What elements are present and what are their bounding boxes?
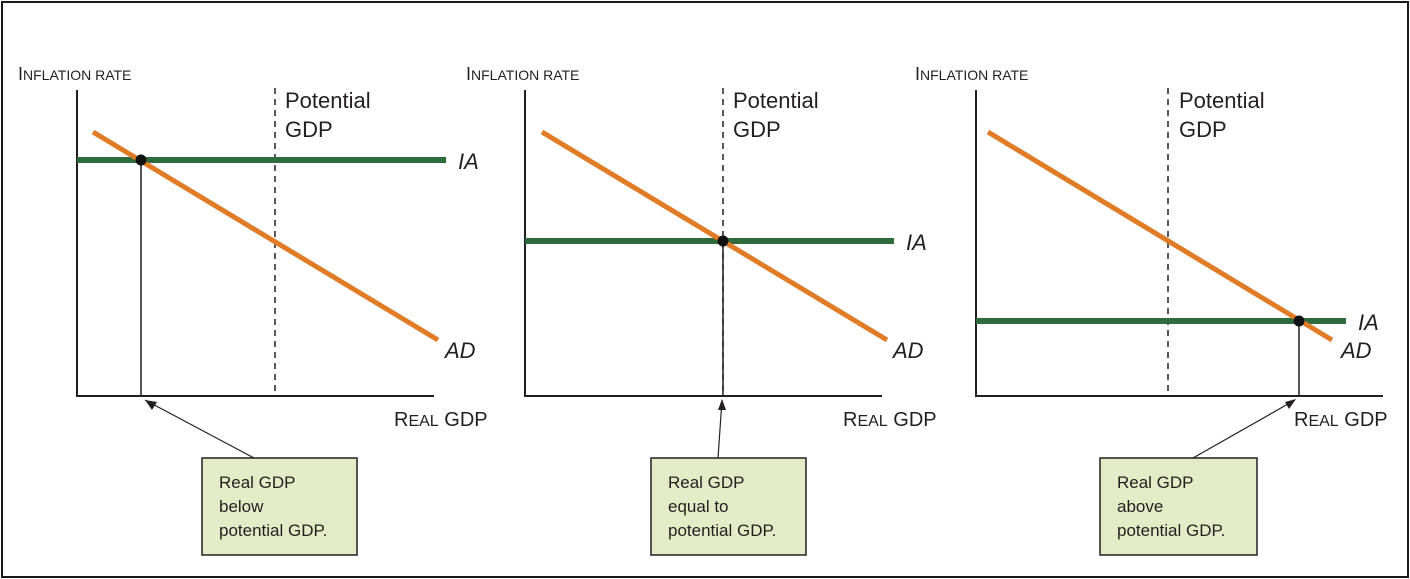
panel-1-callout-box [201,457,358,556]
panel-1-equilibrium-point [135,154,147,166]
panel-3-callout-line-1: Real GDP [1117,473,1194,492]
panel-1-callout-pointer [144,399,255,459]
panel-3-ad-label: AD [1339,338,1372,363]
panel-2-potential-label-1: Potential [733,88,819,113]
panel-3-potential-label-2: GDP [1179,117,1227,142]
panel-2-ad-label: AD [891,338,924,363]
panel-3-y-axis-label: INFLATION RATE [915,64,1028,84]
panel-2-y-axis-label: INFLATION RATE [466,64,579,84]
panel-2-callout-line-1: Real GDP [668,473,745,492]
panel-3-callout-box [1099,457,1258,556]
panel-3-pointer-arrowhead [1285,399,1296,409]
panel-2-callout-line-2: equal to [668,497,729,516]
panel-1: INFLATION RATE REAL GDP Potential GDP IA… [18,64,488,556]
panel-1-callout-line-2: below [219,497,264,516]
panel-3-callout-line-3: potential GDP. [1117,521,1225,540]
panel-1-ad-curve [91,129,440,343]
panel-3-x-axis-label: REAL GDP [1294,409,1388,431]
panel-3: INFLATION RATE REAL GDP Potential GDP IA… [915,64,1388,556]
panel-2-callout-line-3: potential GDP. [668,521,776,540]
panel-1-ia-label: IA [458,149,479,174]
panel-3-callout-pointer [1192,399,1296,459]
panel-1-potential-label-1: Potential [285,88,371,113]
panel-1-ad-label: AD [443,338,476,363]
panel-2-pointer-arrowhead [718,399,726,410]
panel-2-callout-box [650,457,807,556]
panel-1-y-axis-label: INFLATION RATE [18,64,131,84]
panel-3-callout-line-2: above [1117,497,1163,516]
panel-3-ad-curve [986,129,1334,343]
panel-1-callout-line-3: potential GDP. [219,521,327,540]
panel-3-potential-label-1: Potential [1179,88,1265,113]
panel-2-ad-curve [540,129,889,343]
panel-3-equilibrium-point [1293,315,1305,327]
panel-1-callout-line-1: Real GDP [219,473,296,492]
panel-1-x-axis-label: REAL GDP [394,409,488,431]
panel-1-potential-label-2: GDP [285,117,333,142]
panel-2-ia-label: IA [906,230,927,255]
panel-3-ia-label: IA [1358,310,1379,335]
panel-1-pointer-arrowhead [145,400,157,410]
panel-2-x-axis-label: REAL GDP [843,409,937,431]
panel-2: INFLATION RATE REAL GDP Potential GDP IA… [466,64,937,556]
panel-2-potential-label-2: GDP [733,117,781,142]
panel-2-equilibrium-point [717,235,729,247]
